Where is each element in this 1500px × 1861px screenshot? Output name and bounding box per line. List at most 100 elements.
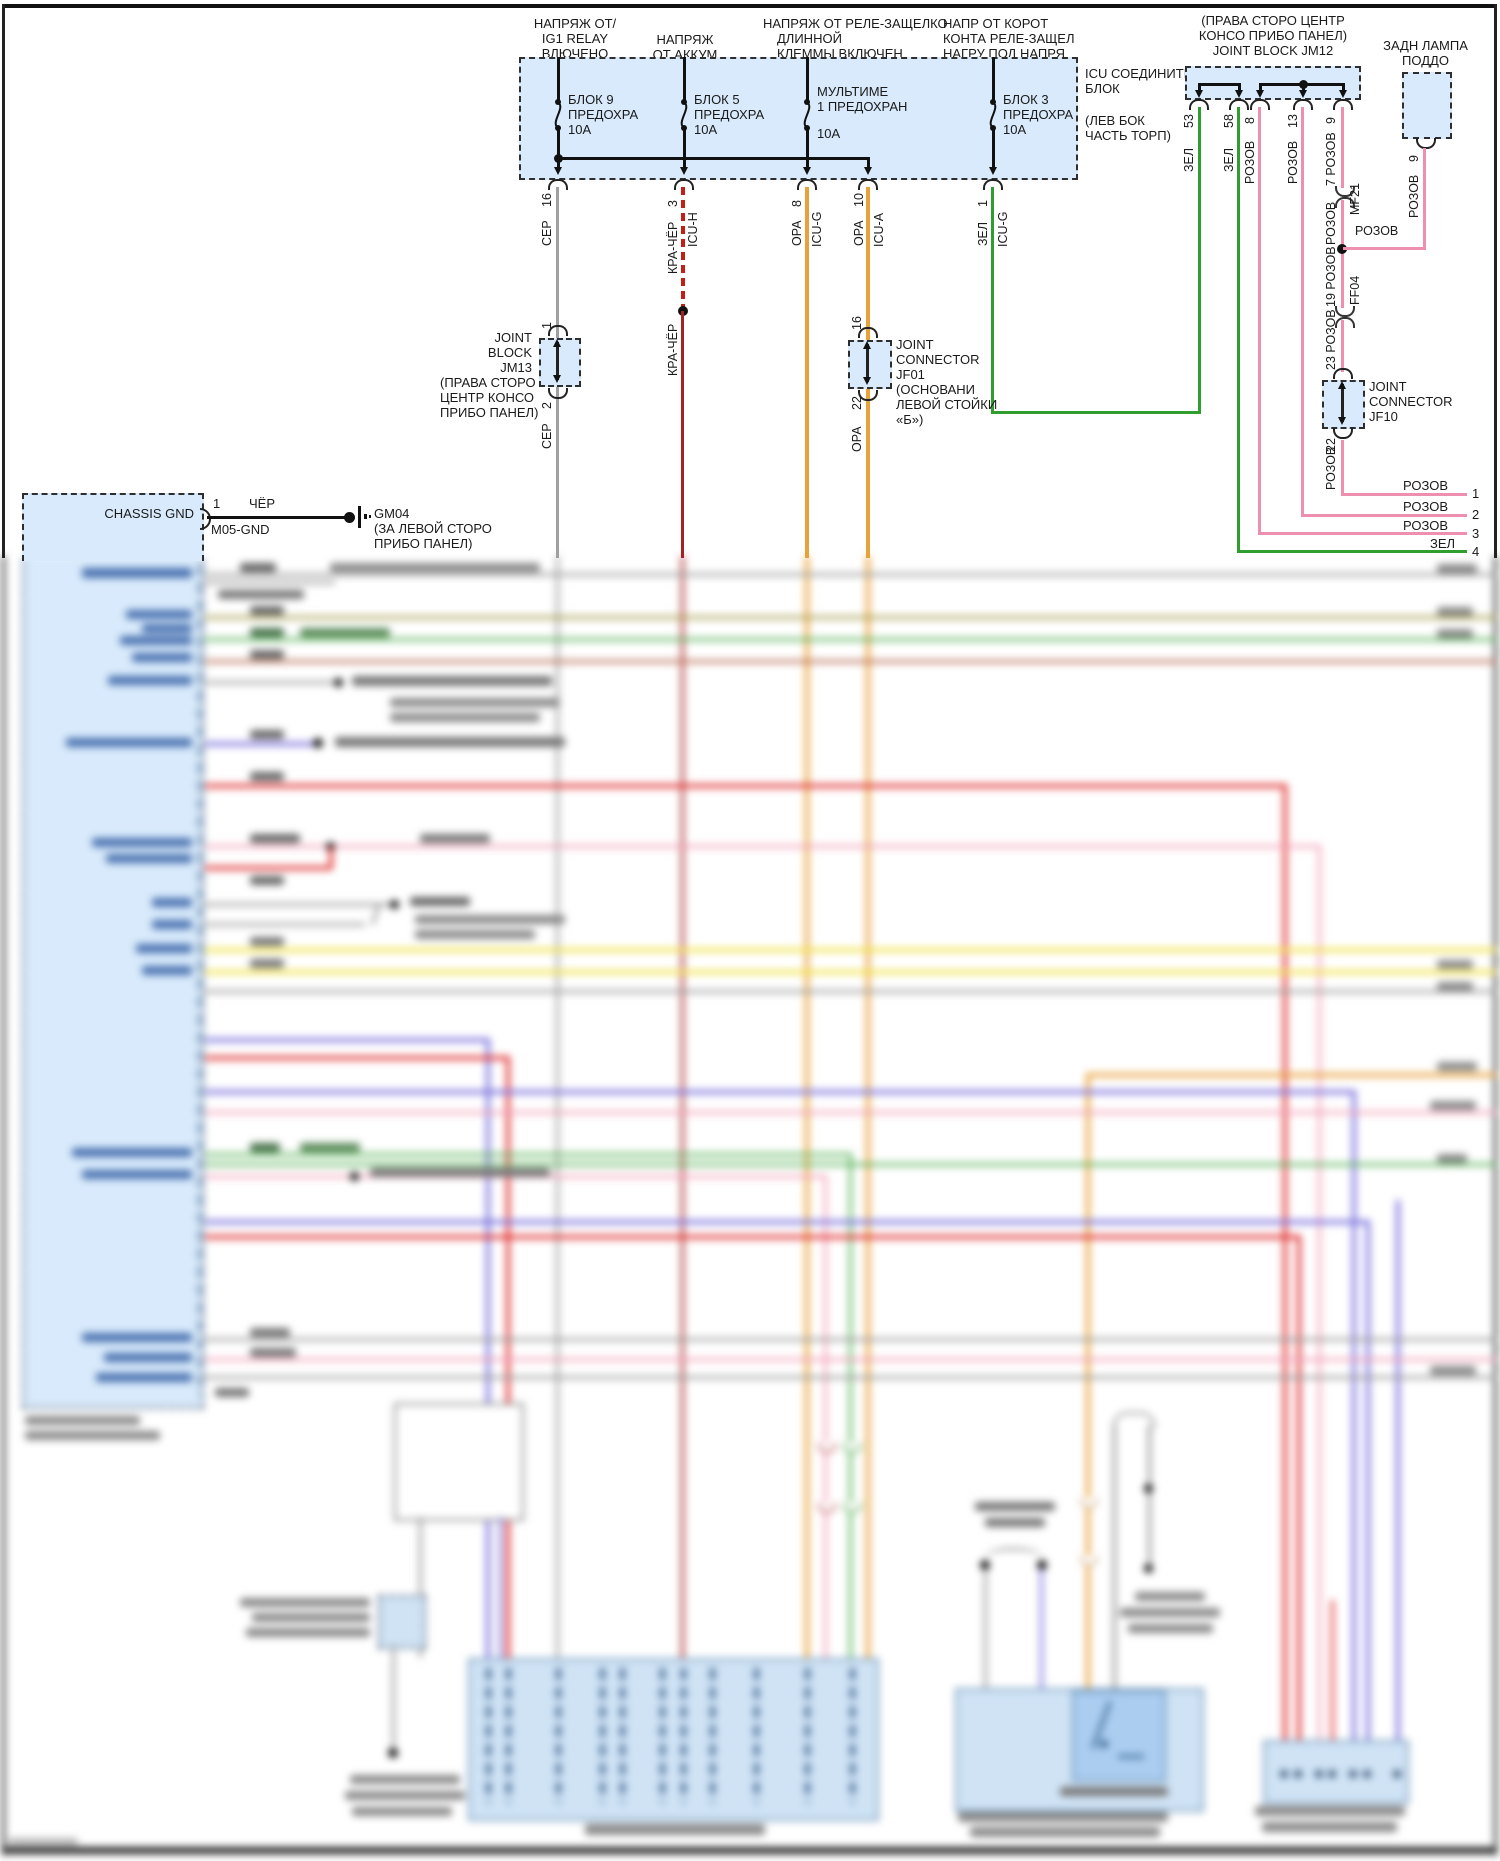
blurred-text xyxy=(250,772,284,781)
jm12-pin9: 9 xyxy=(1324,117,1338,124)
blur-row xyxy=(205,948,1497,952)
blurred-text xyxy=(142,966,192,975)
fuse1-label: БЛОК 9 ПРЕДОХРА 10А xyxy=(568,92,639,137)
blur-vwire xyxy=(1396,1200,1400,1740)
blurred-text xyxy=(420,834,490,843)
jm13-arrow-down xyxy=(553,375,561,383)
chassis-title: CHASSIS GND xyxy=(104,506,194,521)
fuse3-label: МУЛЬТИМЕ 1 ПРЕДОХРАН 10А xyxy=(817,84,908,141)
wire-ora1-cont xyxy=(805,556,809,1658)
chassis-box xyxy=(22,493,204,561)
blurred-text xyxy=(250,1348,296,1357)
jf01-bracket-bottom xyxy=(858,390,878,401)
blurred-text xyxy=(250,650,284,659)
wire-rozov13-h xyxy=(1301,514,1467,517)
fuse4-label: БЛОК 3 ПРЕДОХРА 10А xyxy=(1003,92,1074,137)
blurred-text xyxy=(1437,564,1477,573)
wire-icug-label: ICU-G xyxy=(810,211,824,247)
pin-8-label: 8 xyxy=(790,200,804,207)
jm12-drop xyxy=(1259,83,1262,91)
blurred-text xyxy=(152,898,192,907)
fuse-icon xyxy=(989,99,997,131)
jm12-pin9-color: 7 РОЗОВ xyxy=(1324,132,1338,186)
jm12-bracket xyxy=(1189,99,1209,110)
wire-kra-dashed xyxy=(681,187,685,311)
jm12-pin13: 13 xyxy=(1286,114,1300,128)
blurred-text xyxy=(250,937,284,946)
wire-rozov8 xyxy=(1258,107,1261,534)
fuse3-wire xyxy=(806,127,809,167)
blurred-text xyxy=(352,676,552,686)
jf01-label: JOINT CONNECTOR JF01 (ОСНОВАНИ ЛЕВОЙ СТОЙКИ… xyxy=(896,337,998,427)
row3-label: РОЗОВ xyxy=(1403,518,1448,533)
jm13-arrow-up xyxy=(553,339,561,347)
blur-vwire xyxy=(486,1038,490,1658)
blurred-text xyxy=(25,1416,140,1425)
blurred-text xyxy=(300,628,390,637)
pin-bracket xyxy=(797,179,817,190)
wire-rozov19-label: 19 РОЗОВ xyxy=(1324,246,1338,307)
fuse2-wire xyxy=(683,57,686,102)
blurred-text xyxy=(82,568,192,578)
pin-16-label: 16 xyxy=(540,193,554,207)
jm13-bracket-bottom xyxy=(548,388,568,399)
jm12-pin53: 53 xyxy=(1182,114,1196,128)
row3-pin: 3 xyxy=(1472,526,1480,541)
blurred-text xyxy=(136,944,192,953)
jm12-arrow xyxy=(1256,90,1264,98)
pin-arrow xyxy=(864,167,872,175)
row4-label: ЗЕЛ xyxy=(1430,536,1456,551)
pin-arrow xyxy=(989,167,997,175)
jf01-bracket-top xyxy=(858,327,878,338)
blurred-text xyxy=(25,1431,160,1440)
ground-icon xyxy=(364,514,367,519)
wire-rozov-lamp xyxy=(1423,148,1426,250)
header-latch-relay: НАПРЯЖ ОТ РЕЛЕ-ЗАЩЕЛКО ДЛИННОЙ КЛЕММЫ ВКЛЮ… xyxy=(763,16,948,61)
wire-break xyxy=(843,1503,861,1513)
wire-rozov9-a xyxy=(1341,107,1344,188)
blurred-text xyxy=(390,698,560,707)
mf21-label: MF21 xyxy=(1348,183,1362,215)
frame-right xyxy=(1494,556,1497,1855)
blurred-text xyxy=(1120,1608,1220,1617)
fuse-icon xyxy=(680,99,688,131)
blur-vwire xyxy=(1318,845,1321,1740)
jf10-bracket-bottom xyxy=(1333,428,1353,439)
icu-label: ICU СОЕДИНИТЕЛЬ БЛОК (ЛЕВ БОК ЧАСТЬ ТОРП) xyxy=(1085,66,1210,143)
fuse-icon xyxy=(554,99,562,131)
chassis-gnd-name: M05-GND xyxy=(211,522,270,537)
jm12-pin58: 58 xyxy=(1222,114,1236,128)
blurred-text xyxy=(1135,1592,1205,1601)
jm12-bracket xyxy=(1229,99,1249,110)
blur-vwire xyxy=(849,1153,852,1658)
blur-row xyxy=(205,681,340,684)
pin-arrow xyxy=(554,167,562,175)
blurred-text xyxy=(1437,1062,1477,1071)
switch-arc xyxy=(985,1548,1042,1566)
wire-break xyxy=(1080,1498,1098,1508)
blurred-text xyxy=(415,915,565,924)
fuse1-wire xyxy=(557,127,560,167)
jm13-bracket-top xyxy=(548,325,568,336)
fuse3-wire xyxy=(806,57,809,102)
pin-arrow xyxy=(803,167,811,175)
blurred-text xyxy=(1262,1822,1397,1832)
rear-lamp-pin9: 9 xyxy=(1407,155,1421,162)
blur-row xyxy=(205,903,395,906)
blur-row xyxy=(205,638,1497,641)
blur-row xyxy=(205,660,1497,663)
jm12-arrow xyxy=(1299,90,1307,98)
blurred-text xyxy=(1437,960,1473,969)
blurred-text xyxy=(250,1328,290,1337)
blurred-text xyxy=(82,1170,192,1179)
header-ig1: НАПРЯЖ ОТ/IG1 RELAY ВЛЮЧЕНО xyxy=(533,16,617,61)
wire-ora-label: ОРА xyxy=(852,220,866,246)
blur-vwire xyxy=(1366,1220,1370,1740)
bus-drop xyxy=(867,157,870,167)
wire-zel-label: ЗЕЛ xyxy=(976,221,990,246)
blur-row xyxy=(205,845,1318,848)
blurred-text xyxy=(330,563,540,572)
wire-icug-label: ICU-G xyxy=(996,211,1010,247)
blur-row xyxy=(205,1163,1497,1166)
frame-left xyxy=(2,4,5,558)
